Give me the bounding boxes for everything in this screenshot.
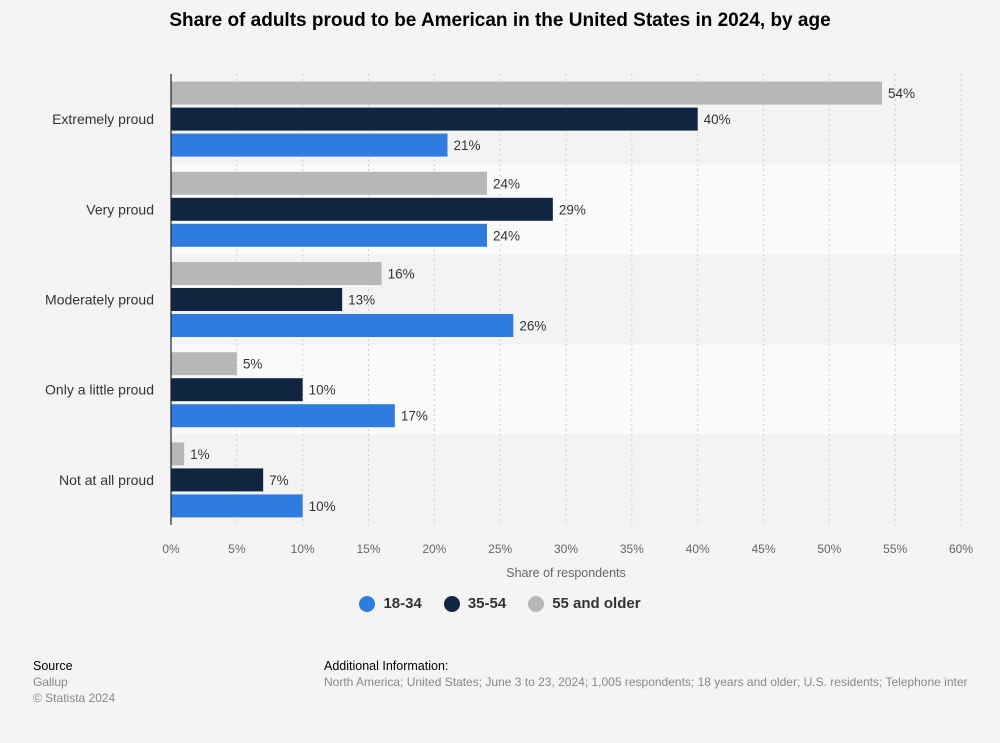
bar — [171, 314, 514, 337]
legend-swatch-35-54 — [443, 595, 460, 612]
legend-swatch-55-and-older — [528, 595, 545, 612]
data-label: 17% — [401, 409, 428, 424]
legend-item-55-and-older[interactable]: 55 and older — [528, 595, 641, 612]
x-tick-label: 10% — [291, 542, 315, 556]
bar — [171, 442, 185, 466]
bar — [171, 352, 237, 376]
bar — [171, 288, 343, 311]
bar-chart: 0% 5% 10% 15% 20% 25% 30% 35% 40% 45% 50% 55% 60% 54%… — [45, 74, 973, 580]
legend-item-35-54[interactable]: 35-54 — [443, 595, 507, 612]
category-label: Extremely proud — [52, 111, 154, 127]
x-tick-label: 50% — [817, 542, 841, 556]
bar — [171, 107, 698, 131]
footer-additional-info: Additional Information: North America; U… — [324, 658, 968, 690]
source-heading: Source — [33, 659, 73, 673]
footer-source: Source Gallup © Statista 2024 — [33, 658, 115, 706]
bar — [171, 81, 882, 105]
legend-label-55-and-older: 55 and older — [552, 595, 641, 612]
x-tick-label: 35% — [620, 542, 644, 556]
data-label: 10% — [309, 383, 336, 398]
data-label: 21% — [454, 138, 481, 153]
data-label: 29% — [559, 202, 586, 217]
x-tick-label: 5% — [228, 542, 246, 556]
bar — [171, 468, 264, 492]
x-tick-label: 15% — [356, 542, 380, 556]
bar — [171, 262, 382, 285]
x-tick-label: 55% — [883, 542, 907, 556]
data-label: 54% — [888, 86, 915, 101]
legend-swatch-18-34 — [359, 595, 376, 612]
legend-label-18-34: 18-34 — [383, 595, 422, 612]
bar — [171, 378, 303, 402]
x-tick-label: 60% — [949, 542, 973, 556]
data-label: 24% — [493, 228, 520, 243]
bar — [171, 133, 448, 157]
data-label: 1% — [190, 447, 210, 462]
x-tick-label: 25% — [488, 542, 512, 556]
x-axis-title: Share of respondents — [506, 566, 626, 580]
x-tick-label: 40% — [686, 542, 710, 556]
bar — [171, 404, 395, 428]
legend-item-18-34[interactable]: 18-34 — [359, 595, 422, 612]
chart-title: Share of adults proud to be American in … — [169, 10, 831, 31]
x-tick-label: 30% — [554, 542, 578, 556]
category-label: Only a little proud — [45, 382, 154, 398]
bar — [171, 171, 487, 195]
copyright: © Statista 2024 — [33, 691, 116, 705]
data-label: 16% — [388, 267, 415, 282]
bar — [171, 223, 487, 247]
data-label: 26% — [519, 319, 546, 334]
x-tick-label: 45% — [751, 542, 775, 556]
category-label: Moderately proud — [45, 292, 154, 308]
legend-label-35-54: 35-54 — [467, 595, 507, 612]
data-label: 40% — [704, 112, 731, 127]
bar — [171, 494, 303, 518]
data-label: 24% — [493, 176, 520, 191]
info-text: North America; United States; June 3 to … — [324, 675, 968, 689]
data-label: 5% — [243, 357, 263, 372]
bar — [171, 197, 553, 221]
category-label: Not at all proud — [59, 472, 154, 488]
data-label: 13% — [348, 293, 375, 308]
x-tick-label: 20% — [422, 542, 446, 556]
source-name[interactable]: Gallup — [33, 675, 68, 689]
x-tick-label: 0% — [162, 542, 180, 556]
data-label: 10% — [309, 499, 336, 514]
category-label: Very proud — [86, 201, 154, 217]
info-heading: Additional Information: — [324, 659, 449, 673]
legend: 18-34 35-54 55 and older — [0, 595, 1000, 612]
data-label: 7% — [269, 473, 289, 488]
